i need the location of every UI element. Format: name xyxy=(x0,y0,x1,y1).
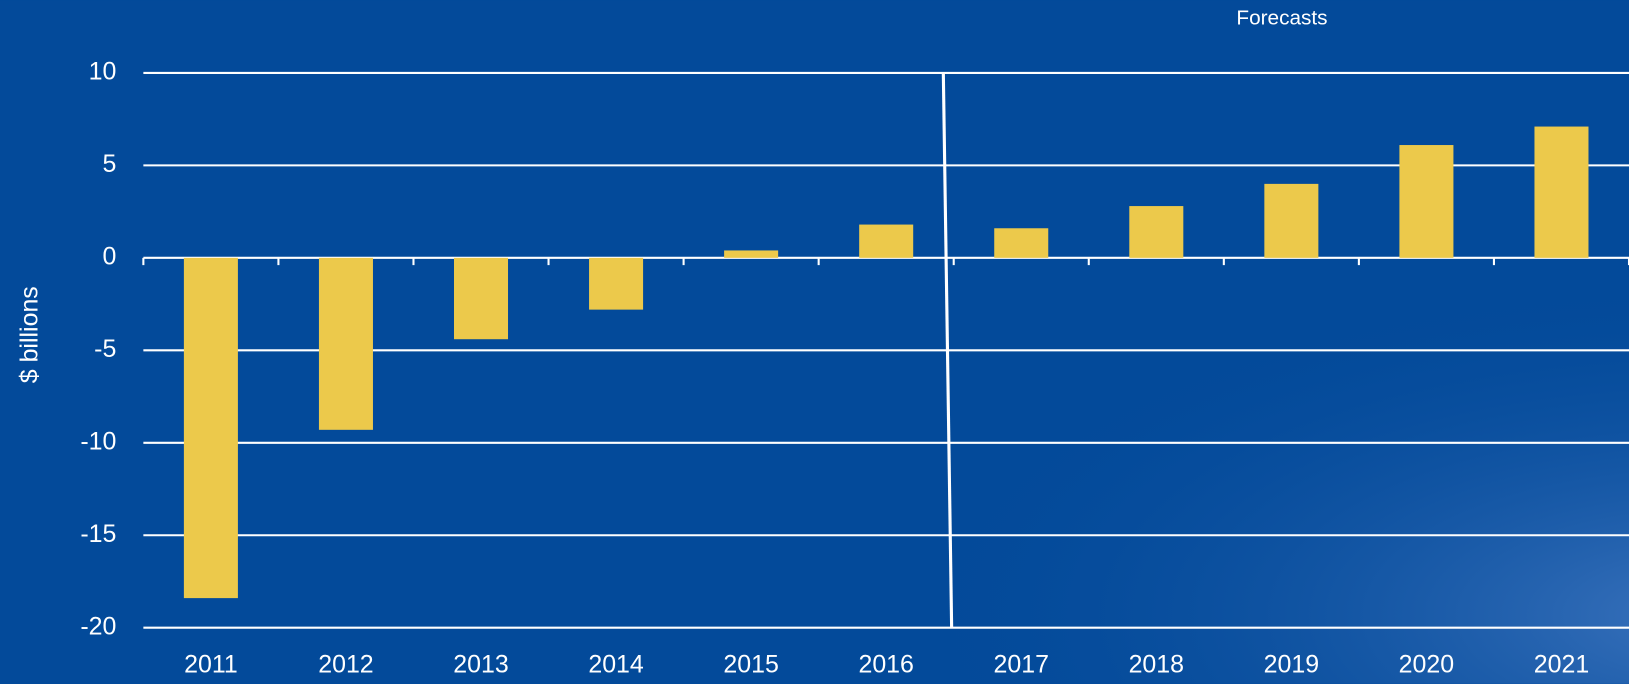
x-tick-label: 2011 xyxy=(184,651,238,679)
x-tick-label: 2020 xyxy=(1399,651,1454,679)
x-tick-label: 2015 xyxy=(723,651,778,679)
bar xyxy=(183,257,238,599)
bar xyxy=(1399,145,1454,258)
y-tick-label: -5 xyxy=(94,335,116,363)
bar xyxy=(994,228,1049,258)
x-tick-label: 2014 xyxy=(588,651,644,679)
bar xyxy=(859,224,914,258)
bar xyxy=(454,257,509,340)
y-tick-label: 0 xyxy=(102,242,116,270)
x-tick-label: 2016 xyxy=(858,651,913,679)
y-tick-label: 10 xyxy=(89,58,117,86)
y-axis-label: $ billions xyxy=(16,286,44,383)
y-tick-label: -15 xyxy=(80,520,116,548)
bar xyxy=(1534,126,1589,258)
x-tick-label: 2017 xyxy=(994,651,1049,679)
x-tick-label: 2021 xyxy=(1534,651,1589,679)
x-tick-label: 2018 xyxy=(1129,651,1184,679)
x-tick-label: 2012 xyxy=(318,651,373,679)
y-tick-label: -20 xyxy=(80,612,116,640)
annotation: Forecasts xyxy=(1236,6,1327,29)
bar xyxy=(589,257,644,310)
plot-area: -20 -15 -10 -5 0 5 10 2011 2012 2013 2014 2015 2016 2… xyxy=(80,58,1629,679)
bar xyxy=(1264,183,1319,258)
forecast-divider xyxy=(941,72,954,628)
bar xyxy=(318,257,373,430)
x-tick-label: 2019 xyxy=(1264,651,1319,679)
y-tick-label: -10 xyxy=(80,427,116,455)
bar xyxy=(724,250,779,258)
y-tick-label: 5 xyxy=(102,150,116,178)
bar xyxy=(1129,206,1184,258)
x-tick-label: 2013 xyxy=(453,651,508,679)
